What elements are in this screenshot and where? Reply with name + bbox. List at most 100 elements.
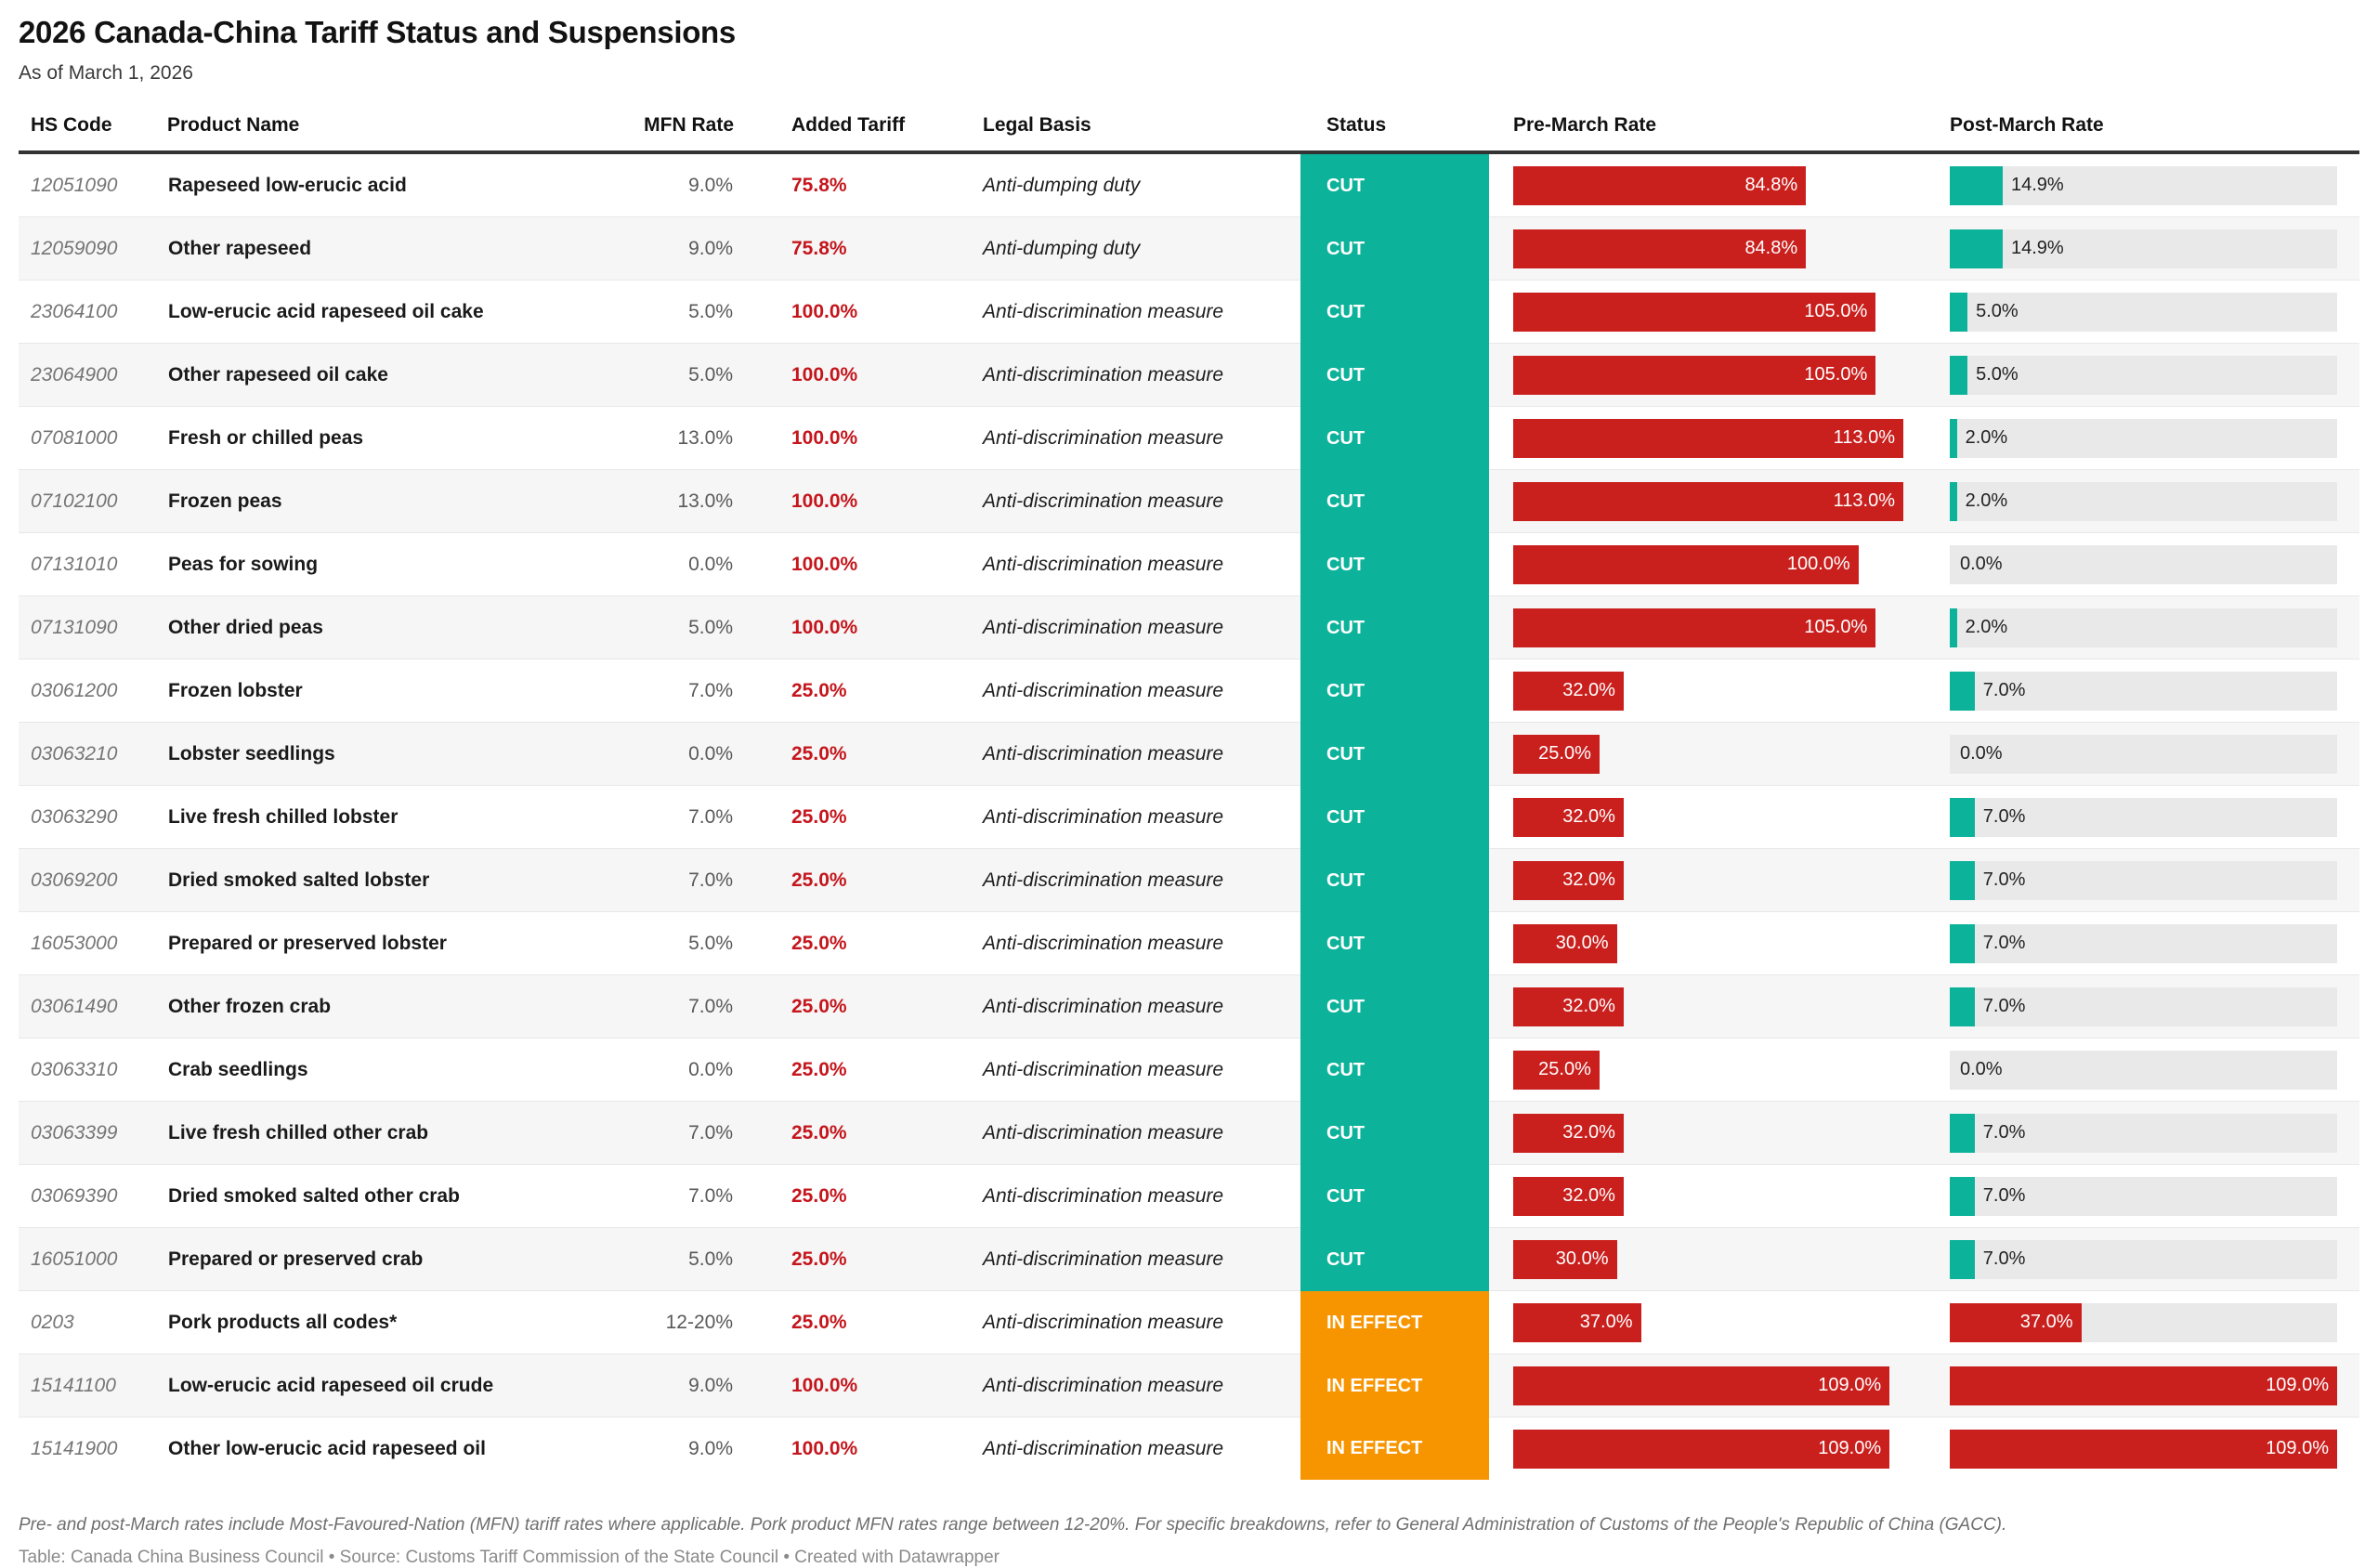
status-badge: CUT bbox=[1326, 680, 1365, 701]
status-cell: CUT bbox=[1300, 723, 1489, 786]
post-march-rate-cell: 7.0% bbox=[1926, 1228, 2359, 1291]
post-march-rate-cell: 7.0% bbox=[1926, 912, 2359, 975]
pre-march-bar-area: 30.0% bbox=[1513, 923, 1903, 963]
mfn-rate: 5.0% bbox=[688, 616, 733, 638]
mfn-rate-cell: 7.0% bbox=[632, 849, 734, 912]
table-row: 03063310 Crab seedlings 0.0% 25.0% Anti-… bbox=[19, 1039, 2359, 1102]
hs-code-cell: 16051000 bbox=[19, 1228, 167, 1291]
mfn-rate: 7.0% bbox=[688, 869, 733, 891]
mfn-rate-cell: 7.0% bbox=[632, 660, 734, 723]
legal-basis-cell: Anti-discrimination measure bbox=[966, 849, 1300, 912]
added-tariff: 75.8% bbox=[791, 174, 847, 196]
status-badge: CUT bbox=[1326, 427, 1365, 449]
status-badge: CUT bbox=[1326, 617, 1365, 638]
mfn-rate-cell: 5.0% bbox=[632, 596, 734, 660]
hs-code: 03069200 bbox=[31, 869, 118, 891]
added-tariff: 25.0% bbox=[791, 1184, 847, 1207]
product-name-cell: Other low-erucic acid rapeseed oil bbox=[167, 1418, 632, 1480]
hs-code: 12059090 bbox=[31, 237, 118, 259]
mfn-rate: 13.0% bbox=[677, 426, 733, 449]
post-march-bar-inside-label: 37.0% bbox=[2019, 1312, 2073, 1332]
pre-march-rate-cell: 105.0% bbox=[1489, 281, 1926, 344]
pre-march-bar-label: 113.0% bbox=[1833, 427, 1895, 448]
post-march-rate-cell: 7.0% bbox=[1926, 786, 2359, 849]
product-name: Peas for sowing bbox=[168, 553, 319, 575]
post-march-bar-track: 7.0% bbox=[1950, 1113, 2337, 1153]
added-tariff: 25.0% bbox=[791, 1058, 847, 1080]
hs-code-cell: 16053000 bbox=[19, 912, 167, 975]
page-subtitle: As of March 1, 2026 bbox=[19, 62, 193, 84]
added-tariff: 100.0% bbox=[791, 1374, 858, 1396]
legal-basis: Anti-discrimination measure bbox=[983, 1437, 1224, 1459]
added-tariff-cell: 25.0% bbox=[734, 723, 966, 786]
legal-basis-cell: Anti-discrimination measure bbox=[966, 786, 1300, 849]
post-march-bar: 109.0% bbox=[1950, 1365, 2337, 1405]
added-tariff-cell: 100.0% bbox=[734, 533, 966, 596]
table-header: HS Code Product Name MFN Rate Added Tari… bbox=[19, 114, 2359, 154]
product-name: Lobster seedlings bbox=[168, 742, 335, 764]
product-name: Live fresh chilled other crab bbox=[168, 1121, 429, 1143]
hs-code: 07131010 bbox=[31, 553, 118, 575]
mfn-rate-cell: 9.0% bbox=[632, 217, 734, 281]
post-march-bar-track: 7.0% bbox=[1950, 671, 2337, 711]
product-name: Dried smoked salted other crab bbox=[168, 1184, 460, 1207]
post-march-rate-cell: 0.0% bbox=[1926, 723, 2359, 786]
added-tariff-cell: 100.0% bbox=[734, 281, 966, 344]
product-name: Rapeseed low-erucic acid bbox=[168, 174, 407, 196]
table-row: 16053000 Prepared or preserved lobster 5… bbox=[19, 912, 2359, 975]
product-name-cell: Frozen peas bbox=[167, 470, 632, 533]
table-row: 12059090 Other rapeseed 9.0% 75.8% Anti-… bbox=[19, 217, 2359, 281]
post-march-bar-outside-label: 7.0% bbox=[1982, 806, 2026, 827]
table-row: 03069200 Dried smoked salted lobster 7.0… bbox=[19, 849, 2359, 912]
mfn-rate: 9.0% bbox=[688, 174, 733, 196]
legal-basis: Anti-discrimination measure bbox=[983, 1248, 1224, 1270]
post-march-bar-outside-label: 5.0% bbox=[1976, 364, 2019, 385]
legal-basis: Anti-discrimination measure bbox=[983, 1184, 1224, 1207]
table-row: 23064900 Other rapeseed oil cake 5.0% 10… bbox=[19, 344, 2359, 407]
pre-march-bar-label: 30.0% bbox=[1555, 933, 1609, 953]
post-march-bar-track: 0.0% bbox=[1950, 544, 2337, 584]
post-march-bar bbox=[1950, 987, 1975, 1026]
legal-basis-cell: Anti-discrimination measure bbox=[966, 1039, 1300, 1102]
column-header-mfn-rate: MFN Rate bbox=[632, 114, 734, 154]
product-name: Frozen lobster bbox=[168, 679, 303, 701]
product-name-cell: Crab seedlings bbox=[167, 1039, 632, 1102]
pre-march-bar-area: 109.0% bbox=[1513, 1429, 1903, 1469]
pre-march-bar: 25.0% bbox=[1513, 734, 1600, 774]
product-name: Other rapeseed oil cake bbox=[168, 363, 388, 385]
mfn-rate-cell: 9.0% bbox=[632, 154, 734, 217]
mfn-rate: 0.0% bbox=[688, 742, 733, 764]
hs-code-cell: 15141900 bbox=[19, 1418, 167, 1480]
legal-basis-cell: Anti-discrimination measure bbox=[966, 344, 1300, 407]
table-row: 23064100 Low-erucic acid rapeseed oil ca… bbox=[19, 281, 2359, 344]
status-cell: IN EFFECT bbox=[1300, 1354, 1489, 1418]
hs-code-cell: 07102100 bbox=[19, 470, 167, 533]
hs-code-cell: 07131090 bbox=[19, 596, 167, 660]
post-march-rate-cell: 2.0% bbox=[1926, 407, 2359, 470]
post-march-bar bbox=[1950, 355, 1968, 395]
product-name: Low-erucic acid rapeseed oil crude bbox=[168, 1374, 494, 1396]
table-body: 12051090 Rapeseed low-erucic acid 9.0% 7… bbox=[19, 154, 2359, 1480]
post-march-bar-track: 7.0% bbox=[1950, 987, 2337, 1026]
product-name: Live fresh chilled lobster bbox=[168, 805, 399, 828]
pre-march-bar-label: 84.8% bbox=[1744, 175, 1798, 195]
table-row: 03063399 Live fresh chilled other crab 7… bbox=[19, 1102, 2359, 1165]
hs-code: 03063210 bbox=[31, 742, 118, 764]
hs-code-cell: 03063290 bbox=[19, 786, 167, 849]
table-row: 12051090 Rapeseed low-erucic acid 9.0% 7… bbox=[19, 154, 2359, 217]
status-badge: CUT bbox=[1326, 1248, 1365, 1270]
pre-march-bar-label: 32.0% bbox=[1562, 1185, 1615, 1206]
added-tariff-cell: 75.8% bbox=[734, 154, 966, 217]
post-march-bar-outside-label: 7.0% bbox=[1982, 680, 2026, 700]
mfn-rate-cell: 7.0% bbox=[632, 786, 734, 849]
status-cell: CUT bbox=[1300, 217, 1489, 281]
pre-march-bar: 105.0% bbox=[1513, 292, 1876, 332]
post-march-bar-track: 5.0% bbox=[1950, 292, 2337, 332]
added-tariff-cell: 25.0% bbox=[734, 786, 966, 849]
added-tariff-cell: 100.0% bbox=[734, 470, 966, 533]
status-badge: CUT bbox=[1326, 1122, 1365, 1143]
post-march-bar bbox=[1950, 165, 2003, 205]
post-march-rate-cell: 5.0% bbox=[1926, 344, 2359, 407]
column-header-post-march-rate: Post-March Rate bbox=[1926, 114, 2359, 154]
page-title: 2026 Canada-China Tariff Status and Susp… bbox=[19, 15, 736, 49]
